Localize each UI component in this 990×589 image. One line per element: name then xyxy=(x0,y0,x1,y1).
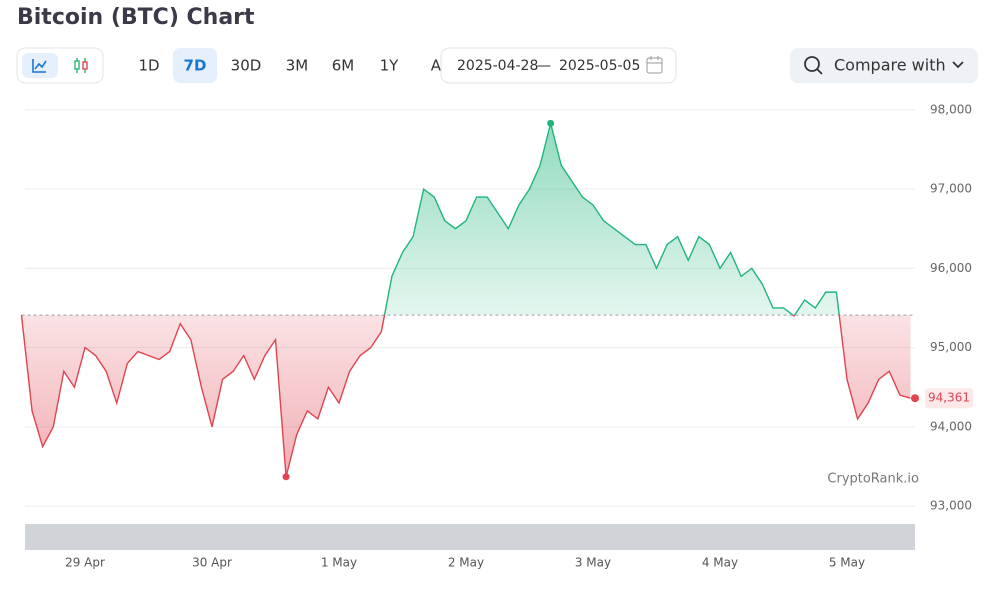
y-tick-label: 96,000 xyxy=(930,261,972,275)
range-button[interactable]: 1D xyxy=(138,57,159,75)
x-tick-label: 1 May xyxy=(321,556,357,570)
area-fill xyxy=(21,123,911,477)
price-badge-label: 94,361 xyxy=(928,391,970,405)
volume-strip xyxy=(25,524,915,550)
icon xyxy=(816,61,964,75)
y-tick-label: 98,000 xyxy=(930,102,972,116)
y-tick-label: 97,000 xyxy=(930,182,972,196)
y-tick-label: 93,000 xyxy=(930,499,972,513)
calendar-icon xyxy=(646,57,663,74)
date-from: 2025-04-28 xyxy=(457,58,538,74)
y-tick-label: 94,000 xyxy=(930,419,972,433)
x-tick-label: 30 Apr xyxy=(192,556,232,570)
price-line xyxy=(20,123,911,477)
range-button[interactable]: 1Y xyxy=(380,57,400,75)
date-separator: — xyxy=(537,58,551,74)
candle-icon xyxy=(74,60,80,70)
date-range-picker[interactable] xyxy=(440,47,677,84)
line-icon xyxy=(32,59,47,73)
range-buttons: 1D 7D 30D 3M 6M 1Y All xyxy=(138,48,449,83)
price-badge xyxy=(925,388,973,409)
x-tick-label: 3 May xyxy=(575,556,611,570)
y-tick-label: 95,000 xyxy=(930,340,972,354)
max-point xyxy=(547,119,555,127)
search-icon xyxy=(804,56,820,72)
range-button[interactable]: 30D xyxy=(231,57,262,75)
range-button[interactable]: 7D xyxy=(184,57,207,75)
range-button[interactable]: 6M xyxy=(332,57,355,75)
compare-button[interactable] xyxy=(790,48,978,83)
x-tick-label: 4 May xyxy=(702,556,738,570)
x-tick-label: 2 May xyxy=(448,556,484,570)
calendar-icon xyxy=(647,56,662,64)
chart-title: Bitcoin (BTC) Chart xyxy=(17,5,255,30)
x-tick-label: 5 May xyxy=(829,556,865,570)
credit: CryptoRank.io xyxy=(827,472,919,487)
min-point xyxy=(282,473,290,481)
candle-icon xyxy=(82,61,88,70)
date-to: 2025-05-05 xyxy=(559,58,640,74)
plot-area: 93,000 94,000 95,000 96,000 97,000 98,000 29 A… xyxy=(20,102,973,570)
range-button-active[interactable] xyxy=(173,48,217,83)
x-tick-label: 29 Apr xyxy=(65,556,105,570)
range-button[interactable]: 3M xyxy=(286,57,309,75)
compare-label: Compare with xyxy=(834,56,946,75)
last-point xyxy=(911,394,919,403)
